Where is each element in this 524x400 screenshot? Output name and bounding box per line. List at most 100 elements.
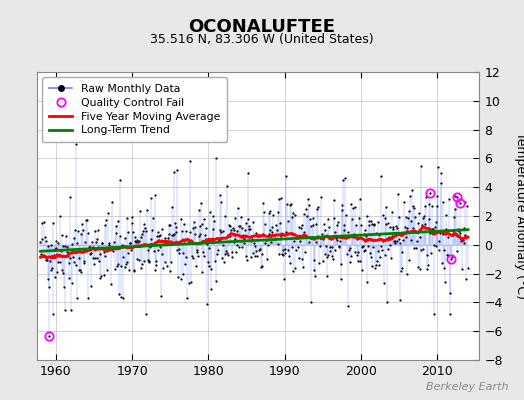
Point — [361, 247, 369, 254]
Point — [73, 295, 81, 302]
Point — [191, 224, 200, 230]
Point — [319, 236, 327, 242]
Point — [159, 265, 168, 272]
Point — [39, 252, 48, 259]
Point — [171, 223, 180, 230]
Point — [407, 237, 415, 244]
Point — [88, 250, 96, 256]
Point — [411, 214, 419, 220]
Point — [285, 252, 293, 259]
Point — [396, 240, 404, 246]
Point — [269, 232, 278, 238]
Point — [96, 274, 105, 281]
Point — [63, 249, 71, 255]
Point — [154, 229, 162, 235]
Point — [424, 200, 433, 207]
Point — [49, 220, 58, 226]
Point — [433, 203, 442, 209]
Point — [180, 240, 189, 246]
Point — [222, 248, 230, 254]
Point — [130, 268, 138, 274]
Point — [372, 230, 380, 237]
Point — [349, 204, 357, 211]
Point — [257, 264, 265, 270]
Point — [420, 212, 428, 219]
Point — [82, 217, 90, 224]
Point — [201, 232, 209, 238]
Point — [156, 244, 164, 250]
Point — [352, 222, 360, 228]
Point — [206, 209, 214, 215]
Point — [153, 233, 161, 240]
Point — [377, 243, 385, 250]
Point — [327, 236, 335, 242]
Point — [342, 235, 351, 242]
Point — [416, 266, 424, 272]
Point — [364, 242, 372, 249]
Point — [139, 221, 148, 228]
Point — [378, 247, 386, 253]
Point — [283, 218, 292, 224]
Point — [254, 232, 262, 239]
Point — [47, 242, 56, 248]
Point — [168, 204, 176, 210]
Point — [321, 227, 329, 233]
Point — [99, 245, 107, 251]
Point — [324, 252, 333, 258]
Point — [356, 258, 365, 264]
Point — [387, 233, 396, 240]
Point — [250, 240, 258, 246]
Point — [163, 235, 172, 241]
Point — [118, 253, 127, 260]
Point — [203, 300, 212, 307]
Point — [202, 236, 210, 242]
Point — [141, 225, 149, 231]
Point — [303, 233, 312, 240]
Point — [390, 239, 399, 246]
Point — [442, 212, 450, 218]
Point — [70, 235, 79, 241]
Point — [401, 234, 410, 240]
Point — [255, 246, 263, 253]
Point — [129, 229, 137, 235]
Point — [117, 294, 126, 300]
Point — [53, 269, 61, 275]
Point — [129, 266, 138, 273]
Point — [281, 172, 290, 179]
Point — [368, 221, 377, 228]
Point — [461, 232, 469, 238]
Point — [144, 247, 152, 254]
Point — [215, 237, 223, 243]
Point — [246, 226, 254, 232]
Point — [260, 221, 269, 227]
Point — [441, 279, 449, 285]
Point — [353, 236, 362, 242]
Point — [191, 231, 199, 237]
Point — [212, 278, 221, 284]
Point — [180, 220, 188, 227]
Point — [429, 226, 437, 233]
Point — [307, 222, 315, 229]
Point — [204, 259, 212, 265]
Point — [328, 244, 336, 250]
Point — [365, 222, 374, 228]
Point — [265, 210, 274, 216]
Point — [166, 222, 174, 228]
Point — [91, 255, 99, 261]
Point — [463, 234, 471, 240]
Text: 35.516 N, 83.306 W (United States): 35.516 N, 83.306 W (United States) — [150, 33, 374, 46]
Point — [197, 200, 205, 207]
Point — [219, 228, 227, 234]
Point — [261, 240, 269, 246]
Point — [127, 220, 136, 226]
Point — [351, 204, 359, 210]
Point — [433, 193, 441, 199]
Point — [328, 253, 336, 259]
Point — [182, 228, 191, 234]
Point — [134, 239, 142, 245]
Point — [339, 202, 347, 208]
Point — [194, 252, 202, 259]
Point — [91, 228, 100, 234]
Point — [443, 252, 451, 258]
Point — [286, 202, 294, 208]
